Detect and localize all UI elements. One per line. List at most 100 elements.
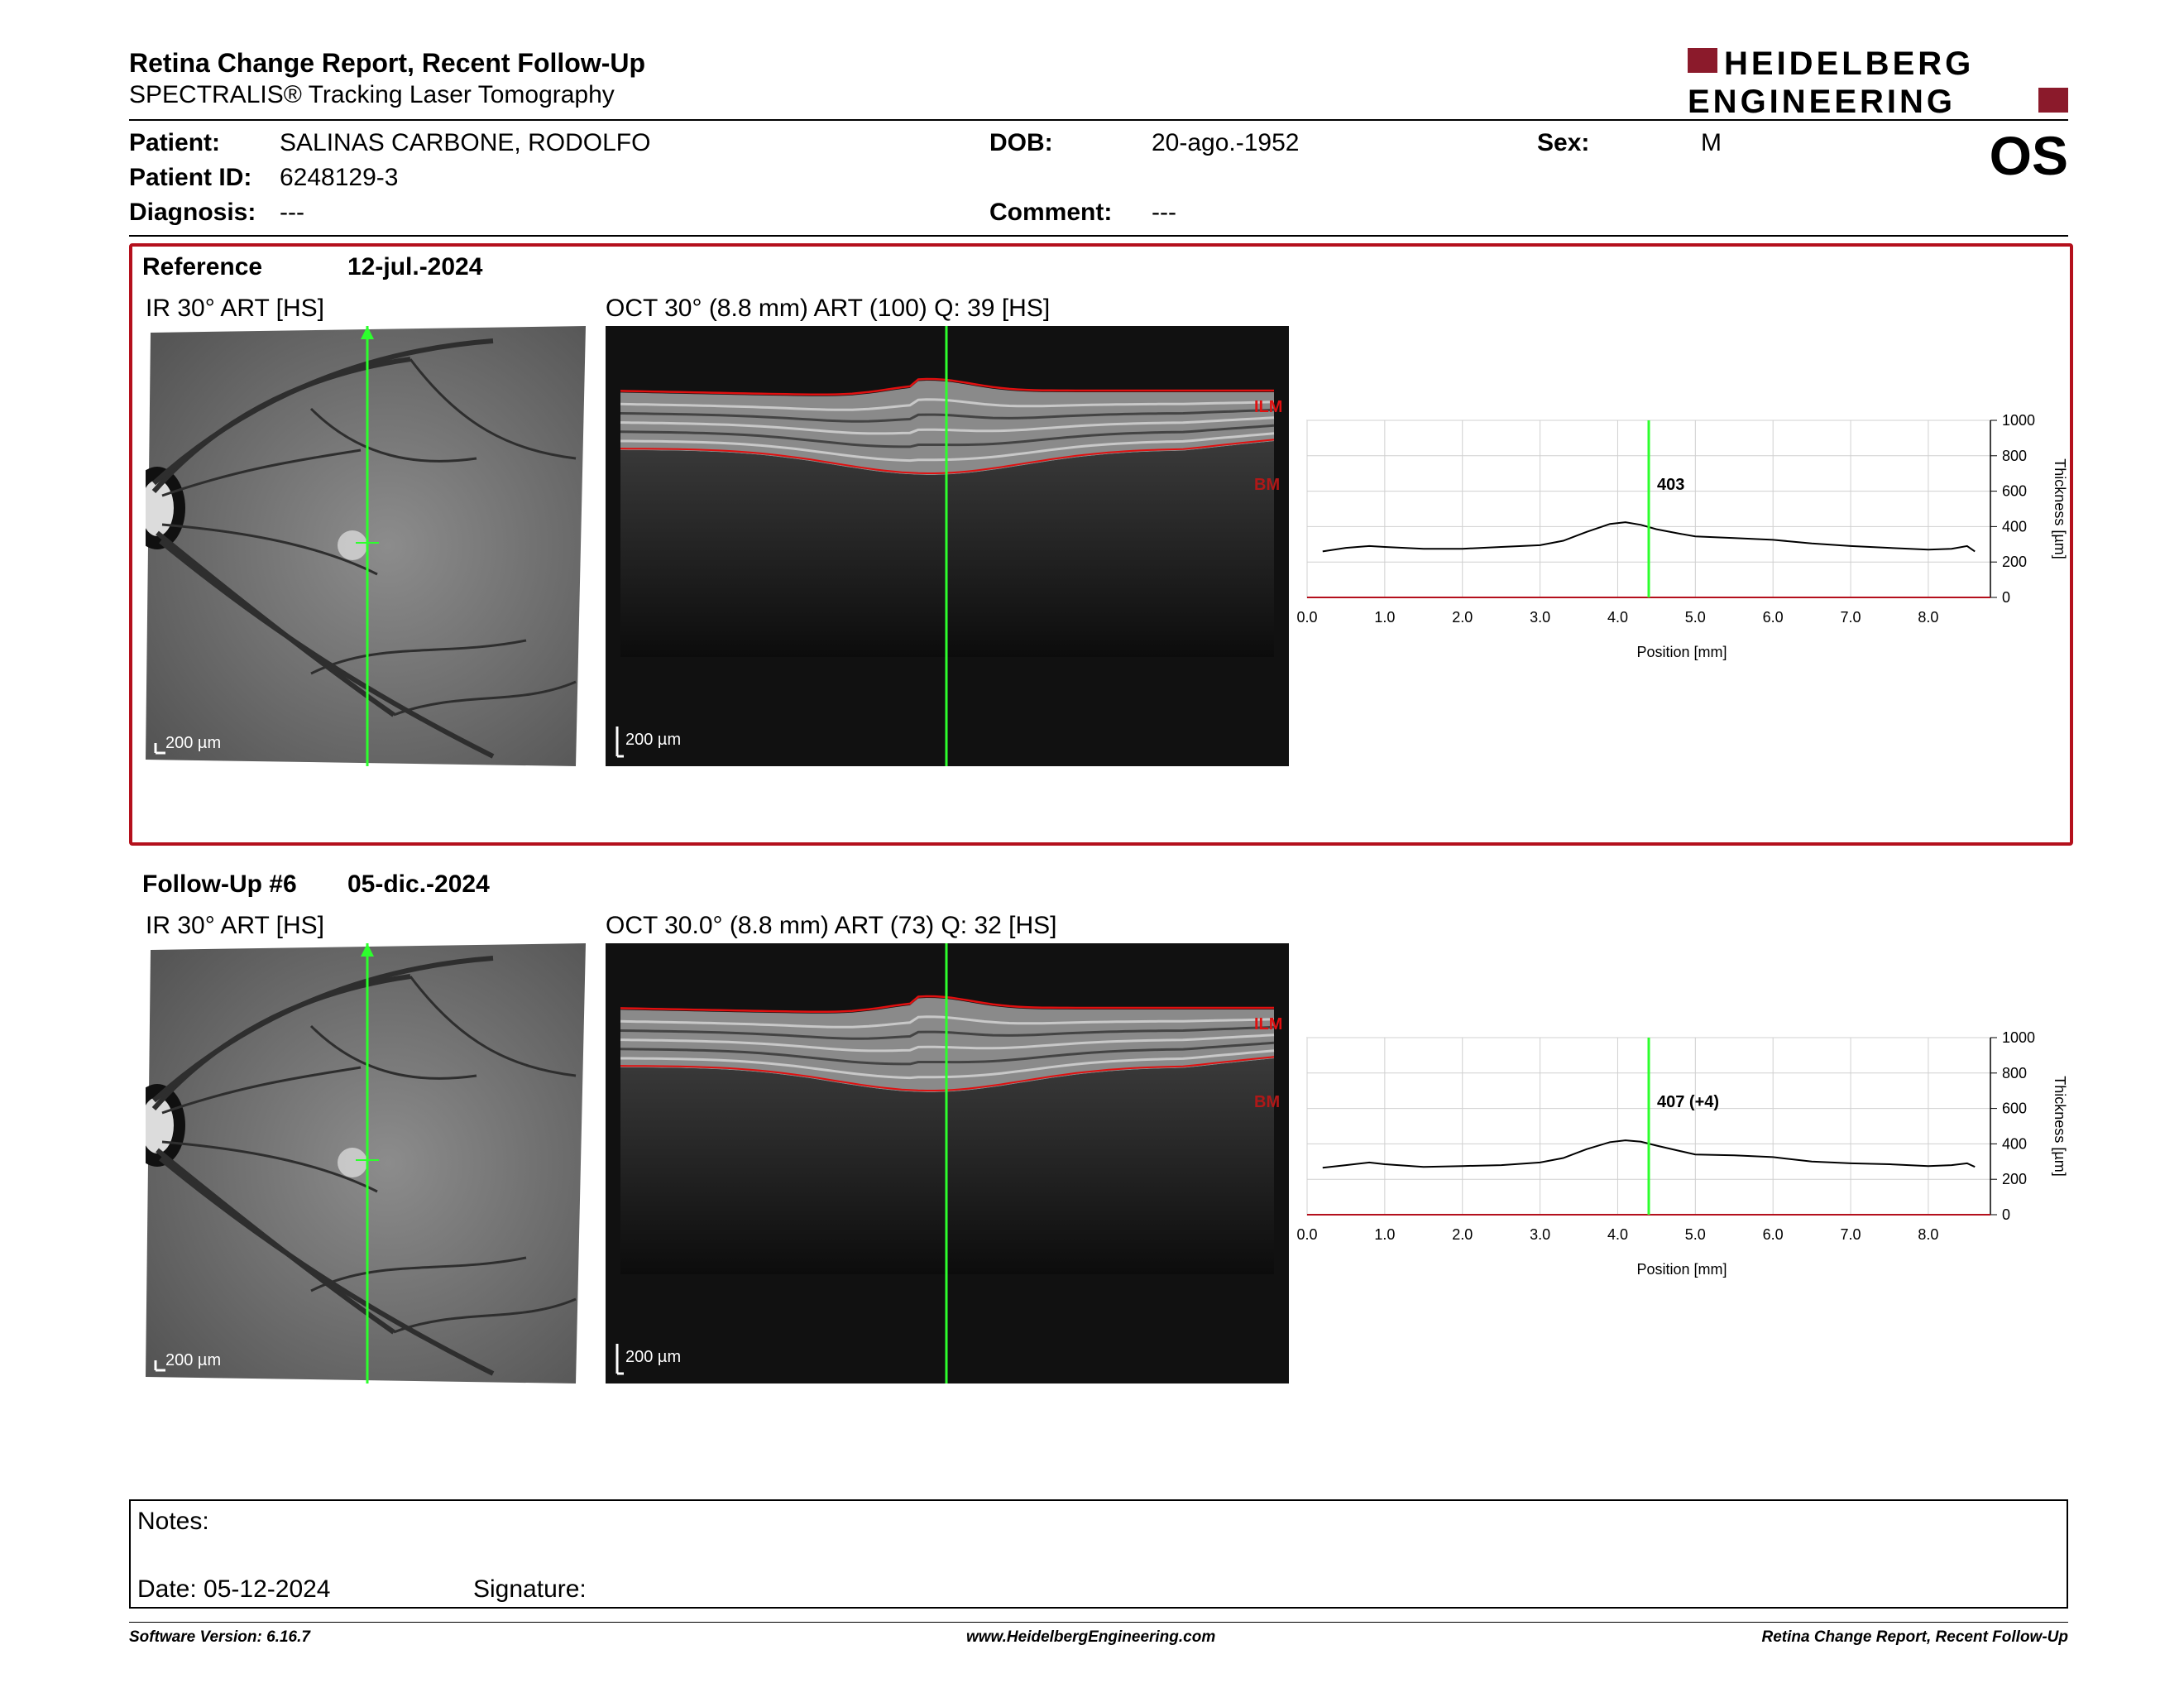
report-title: Retina Change Report, Recent Follow-Up (129, 48, 646, 78)
y-tick-label: 600 (2002, 1101, 2027, 1117)
notes-label: Notes: (137, 1508, 209, 1535)
x-tick-label: 6.0 (1763, 609, 1784, 626)
diagnosis-label: Diagnosis: (129, 199, 256, 226)
lesion-spot (338, 1148, 367, 1177)
followup-ir-label: IR 30° ART [HS] (146, 912, 324, 939)
x-tick-label: 1.0 (1374, 1226, 1395, 1243)
retinal-vessel (151, 956, 494, 1103)
x-tick-label: 4.0 (1607, 609, 1628, 626)
reference-ir-label: IR 30° ART [HS] (146, 295, 324, 322)
x-tick-label: 7.0 (1841, 609, 1861, 626)
retinal-vessel (393, 680, 577, 717)
thickness-series-line (1322, 1139, 1976, 1169)
x-tick-label: 5.0 (1685, 1226, 1706, 1243)
dob-value: 20-ago.-1952 (1152, 129, 1300, 156)
scan-arrow (361, 943, 374, 957)
x-tick-label: 3.0 (1530, 609, 1550, 626)
retinal-vessel (310, 639, 527, 675)
oct-scale-label: 200 µm (625, 1348, 681, 1366)
patient-name: SALINAS CARBONE, RODOLFO (280, 129, 651, 156)
comment-label: Comment: (989, 199, 1113, 226)
retinal-vessel (151, 338, 494, 486)
patient-id: 6248129-3 (280, 164, 399, 191)
ilm-label: ILM (1254, 398, 1282, 416)
oct-scale-label: 200 µm (625, 731, 681, 749)
x-tick-label: 3.0 (1530, 1226, 1550, 1243)
comment-value: --- (1152, 199, 1176, 226)
retinal-vessel (309, 407, 477, 463)
retinal-vessel (161, 1140, 378, 1193)
reference-highlight-box (129, 243, 2073, 846)
patient-id-label: Patient ID: (129, 164, 252, 191)
sex-label: Sex: (1537, 129, 1590, 156)
notes-box: Notes: Date: 05-12-2024 Signature: (129, 1499, 2068, 1609)
x-tick-label: 0.0 (1296, 1226, 1317, 1243)
y-tick-label: 0 (2002, 589, 2010, 606)
x-tick-label: 8.0 (1918, 609, 1938, 626)
patient-label: Patient: (129, 129, 221, 156)
x-axis-label: Position [mm] (1636, 1261, 1727, 1278)
heidelberg-logo: HEIDELBERG ENGINEERING (1688, 43, 2068, 120)
thickness-series-line (1322, 521, 1976, 553)
x-tick-label: 2.0 (1452, 1226, 1473, 1243)
y-tick-label: 200 (2002, 554, 2027, 570)
svg-text:ENGINEERING: ENGINEERING (1688, 84, 1956, 119)
svg-text:HEIDELBERG: HEIDELBERG (1724, 46, 1974, 82)
ilm-label: ILM (1254, 1015, 1282, 1033)
reference-ir-fundus-image[interactable]: 200 µm (146, 326, 586, 766)
followup-thickness-chart: 0.0 1.0 2.0 3.0 4.0 5.0 6.0 7.0 8.0 0 200 400 600 800… (1291, 1028, 2068, 1292)
footer-divider (129, 1622, 2068, 1623)
y-tick-label: 1000 (2002, 1029, 2035, 1046)
footer-report-name: Retina Change Report, Recent Follow-Up (1761, 1628, 2068, 1646)
x-tick-label: 1.0 (1374, 609, 1395, 626)
y-tick-label: 200 (2002, 1171, 2027, 1187)
followup-oct-bscan-image[interactable]: ILM BM 200 µm (606, 943, 1289, 1383)
x-tick-label: 6.0 (1763, 1226, 1784, 1243)
followup-oct-label: OCT 30.0° (8.8 mm) ART (73) Q: 32 [HS] (606, 912, 1057, 939)
followup-ir-fundus-image[interactable]: 200 µm (146, 943, 586, 1383)
eye-indicator: OS (1989, 125, 2068, 186)
bm-label: BM (1254, 476, 1280, 494)
header-divider (129, 119, 2068, 121)
y-tick-label: 400 (2002, 518, 2027, 535)
y-tick-label: 800 (2002, 1065, 2027, 1081)
followup-date: 05-dic.-2024 (347, 870, 490, 898)
reference-label: Reference (142, 253, 263, 281)
retinal-vessel (159, 539, 495, 759)
patient-divider (129, 235, 2068, 237)
ir-scale-label: 200 µm (165, 1351, 221, 1369)
retinal-vessel (409, 976, 577, 1077)
y-axis-label: Thickness [µm] (2052, 1076, 2068, 1176)
website-link[interactable]: www.HeidelbergEngineering.com (966, 1628, 1216, 1646)
retinal-vessel (310, 1256, 527, 1292)
signature-label: Signature: (473, 1575, 587, 1603)
x-tick-label: 8.0 (1918, 1226, 1938, 1243)
x-axis-label: Position [mm] (1636, 644, 1727, 660)
notes-date: Date: 05-12-2024 (137, 1575, 331, 1603)
report-subtitle: SPECTRALIS® Tracking Laser Tomography (129, 81, 615, 108)
software-version: Software Version: 6.16.7 (129, 1628, 310, 1646)
x-tick-label: 2.0 (1452, 609, 1473, 626)
y-axis-label: Thickness [µm] (2052, 458, 2068, 559)
x-tick-label: 4.0 (1607, 1226, 1628, 1243)
reference-thickness-chart: 0.0 1.0 2.0 3.0 4.0 5.0 6.0 7.0 8.0 0 200 400 600 800… (1291, 410, 2068, 675)
followup-label: Follow-Up #6 (142, 870, 297, 898)
y-tick-label: 0 (2002, 1206, 2010, 1223)
retinal-vessel (409, 358, 577, 460)
bm-label: BM (1254, 1093, 1280, 1111)
y-tick-label: 600 (2002, 483, 2027, 500)
marker-value-label: 403 (1657, 476, 1684, 494)
y-tick-label: 400 (2002, 1135, 2027, 1152)
reference-oct-label: OCT 30° (8.8 mm) ART (100) Q: 39 [HS] (606, 295, 1051, 322)
retinal-vessel (309, 1024, 477, 1080)
lesion-spot (338, 530, 367, 560)
reference-date: 12-jul.-2024 (347, 253, 483, 281)
retinal-vessel (159, 1156, 495, 1376)
y-tick-label: 800 (2002, 448, 2027, 464)
retinal-vessel (161, 448, 362, 497)
diagnosis-value: --- (280, 199, 304, 226)
retinal-vessel (161, 1066, 362, 1115)
retinal-vessel (393, 1297, 577, 1334)
sex-value: M (1701, 129, 1722, 156)
reference-oct-bscan-image[interactable]: ILM BM 200 µm (606, 326, 1289, 766)
